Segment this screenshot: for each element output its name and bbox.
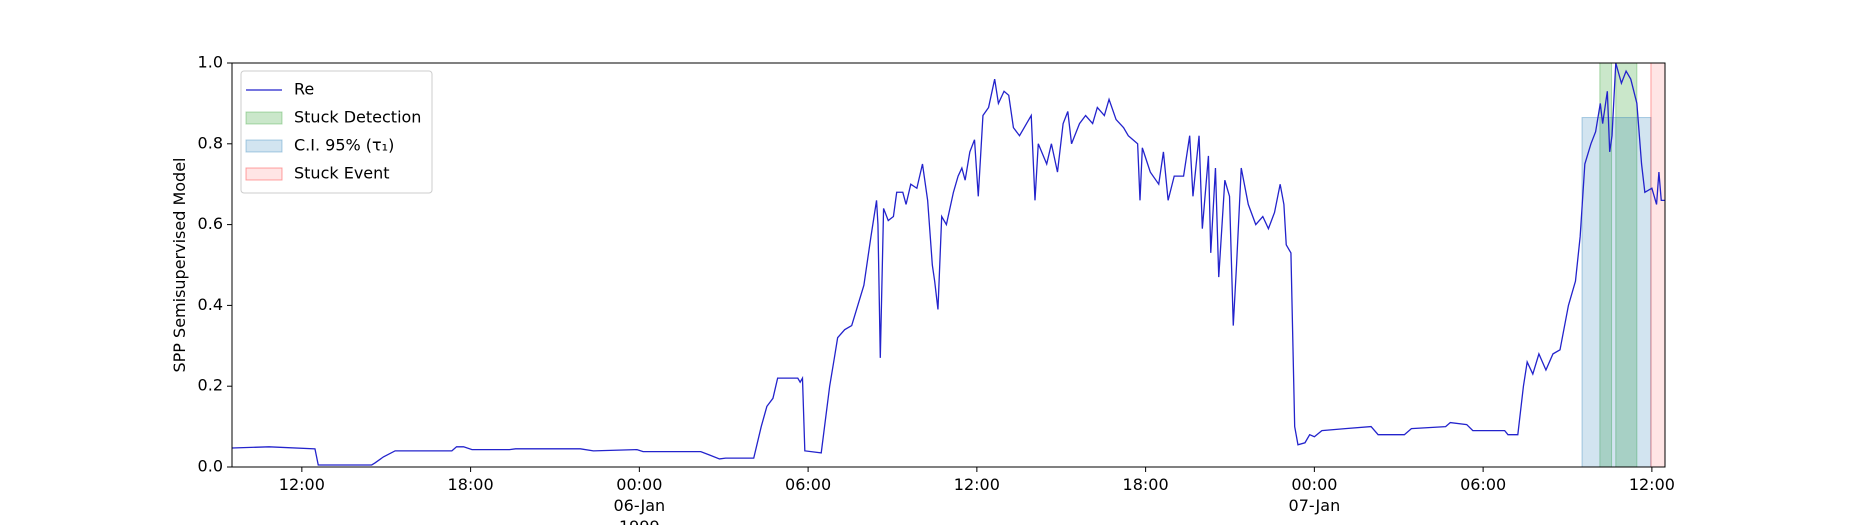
x-tick-label: 06:00 (1460, 475, 1506, 494)
legend-label: Stuck Event (294, 164, 390, 183)
y-tick-label: 0.0 (198, 457, 223, 476)
y-tick-label: 0.8 (198, 133, 223, 152)
plot-frame (231, 62, 1666, 468)
x-tick-label: 18:00 (448, 475, 494, 494)
legend-label: C.I. 95% (τ₁) (294, 136, 394, 155)
x-tick-label: 18:00 (1123, 475, 1169, 494)
line (231, 62, 1665, 466)
x-tick-label: 12:00 (1629, 475, 1675, 494)
x-tick-label: 00:00 (1291, 475, 1337, 494)
legend-patch (245, 139, 283, 153)
y-tick-label: 0.6 (198, 214, 223, 233)
y-tick-label: 0.2 (198, 376, 223, 395)
legend-patch (245, 111, 283, 125)
y-tick-label: 0.4 (198, 295, 223, 314)
x-tick-label: 00:00 (616, 475, 662, 494)
span (1581, 117, 1652, 468)
x-tick-label: 1999 (619, 517, 660, 525)
span (1650, 62, 1666, 468)
x-tick-label: 07-Jan (1289, 496, 1341, 515)
x-tick-label: 12:00 (954, 475, 1000, 494)
x-tick-label: 06-Jan (614, 496, 666, 515)
y-tick-label: 1.0 (198, 53, 223, 72)
legend-label: Re (294, 80, 314, 99)
y-axis-label: SPP Semisupervised Model (170, 158, 189, 373)
legend-label: Stuck Detection (294, 108, 421, 127)
legend-box (240, 70, 433, 194)
x-tick-label: 12:00 (279, 475, 325, 494)
x-tick-label: 06:00 (785, 475, 831, 494)
legend-patch (245, 167, 283, 181)
